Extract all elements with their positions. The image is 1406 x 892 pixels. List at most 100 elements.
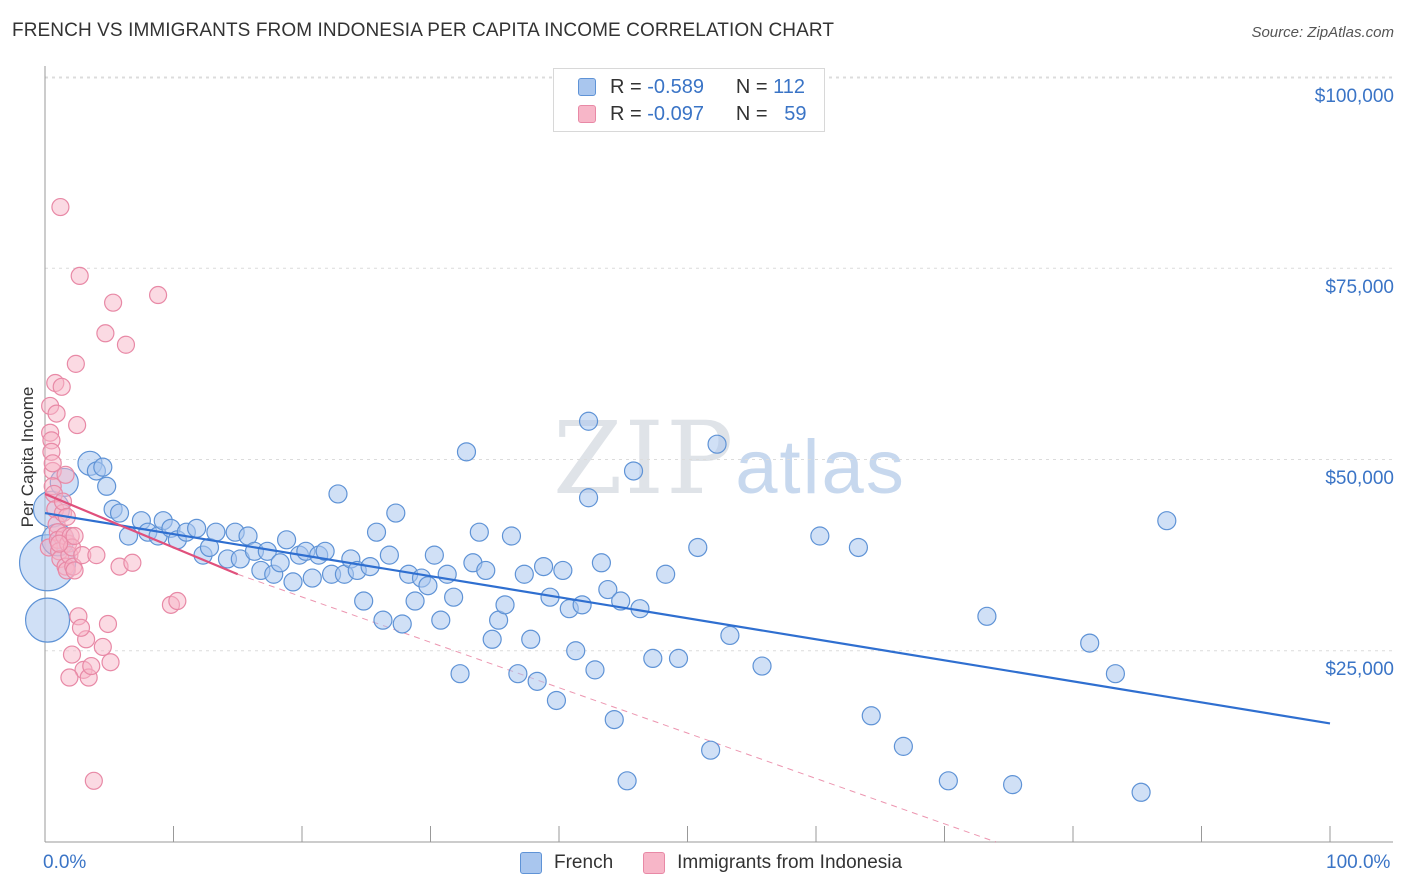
french-n-value: 112 [773,75,806,98]
french-point [431,610,451,630]
indonesia-swatch [578,105,596,123]
french-point [476,560,496,581]
trend-lines [237,573,997,843]
french-point [405,591,425,611]
indonesia-point [56,465,75,484]
french-point [482,629,502,649]
french-point [688,537,708,558]
french-point [668,648,689,669]
french-point [533,556,554,577]
french-point [276,530,297,550]
indonesia-point [87,546,106,565]
series-legend: French Immigrants from Indonesia [520,852,932,874]
y-tick-label-25000: $25,000 [1325,659,1394,680]
french-point [379,545,399,565]
french-point [508,664,528,684]
french-point [469,522,489,542]
french-point [604,709,624,730]
french-point [720,625,740,646]
legend-french-swatch [520,852,542,874]
french-point [450,664,470,684]
indonesia-point [148,285,168,305]
indonesia-trend-line [44,492,239,576]
y-tick-label-75000: $75,000 [1325,277,1394,298]
french-point [456,442,477,462]
indonesia-point [116,335,136,354]
french-n-label: N = [735,75,768,98]
french-point [501,526,522,546]
french-point [1003,775,1023,795]
french-point [977,606,997,626]
french-point [1131,782,1151,802]
french-point [392,614,412,634]
legend-item-french: French [520,852,613,874]
french-point [527,671,547,691]
legend-indonesia-label: Immigrants from Indonesia [677,852,903,873]
indonesia-point [82,656,101,676]
indonesia-point [96,324,115,343]
french-point [187,518,207,538]
french-swatch [578,78,596,96]
french-point [418,576,438,596]
french-point [546,690,567,711]
indonesia-point [101,653,120,672]
indonesia-point [60,668,79,687]
y-tick-label-50000: $50,000 [1325,468,1394,489]
french-point [707,434,727,454]
indonesia-n-value: 59 [784,102,807,125]
x-tick-label-max: 100.0% [1326,852,1391,873]
french-point [514,564,534,584]
indonesia-point [50,534,69,553]
indonesia-point [52,377,71,396]
indonesia-point [123,553,142,572]
indonesia-point [43,454,62,473]
correlation-legend: R = -0.589 N = 112 R = -0.097 N = 59 [553,68,825,132]
french-point [623,461,644,481]
french-r-value: -0.589 [647,75,704,98]
french-point [495,595,515,615]
french-point [861,706,881,726]
french-point [566,641,586,661]
indonesia-point [70,266,89,285]
french-point [109,503,130,523]
french-point [354,591,374,611]
chart-title: FRENCH VS IMMIGRANTS FROM INDONESIA PER … [12,20,835,41]
french-point [24,597,71,643]
indonesia-point [68,415,87,435]
french-point [572,595,592,615]
french-r-label: R = [610,75,642,98]
french-point [386,503,406,523]
french-point [578,411,599,431]
indonesia-point [66,354,85,373]
x-tick-label-min: 0.0% [43,852,87,873]
legend-item-indonesia: Immigrants from Indonesia [643,852,902,874]
french-point [585,660,605,680]
french-point [643,648,663,669]
indonesia-point [51,197,70,217]
indonesia-point [47,404,66,423]
legend-row-french: R = -0.589 N = 112 [578,75,805,99]
french-point [701,740,721,760]
french-point [1080,633,1100,653]
indonesia-r-value: -0.097 [647,102,704,125]
french-point [848,537,869,558]
source-label: Source: ZipAtlas.com [1251,24,1394,41]
indonesia-point [65,526,84,546]
french-point [328,484,348,504]
french-point [578,488,599,508]
french-point [553,560,573,581]
indonesia-point [104,293,123,312]
data-points [18,197,1331,802]
french-point [893,736,913,756]
french-point [598,579,618,600]
french-point [302,568,322,588]
french-point [810,526,830,546]
y-axis-label: Per Capita Income [18,386,37,528]
legend-french-label: French [554,852,614,873]
french-point [270,553,290,573]
french-point [444,587,464,607]
indonesia-r-label: R = [610,102,642,125]
french-point [938,771,958,791]
french-point [373,610,393,630]
french-point [1157,511,1177,531]
